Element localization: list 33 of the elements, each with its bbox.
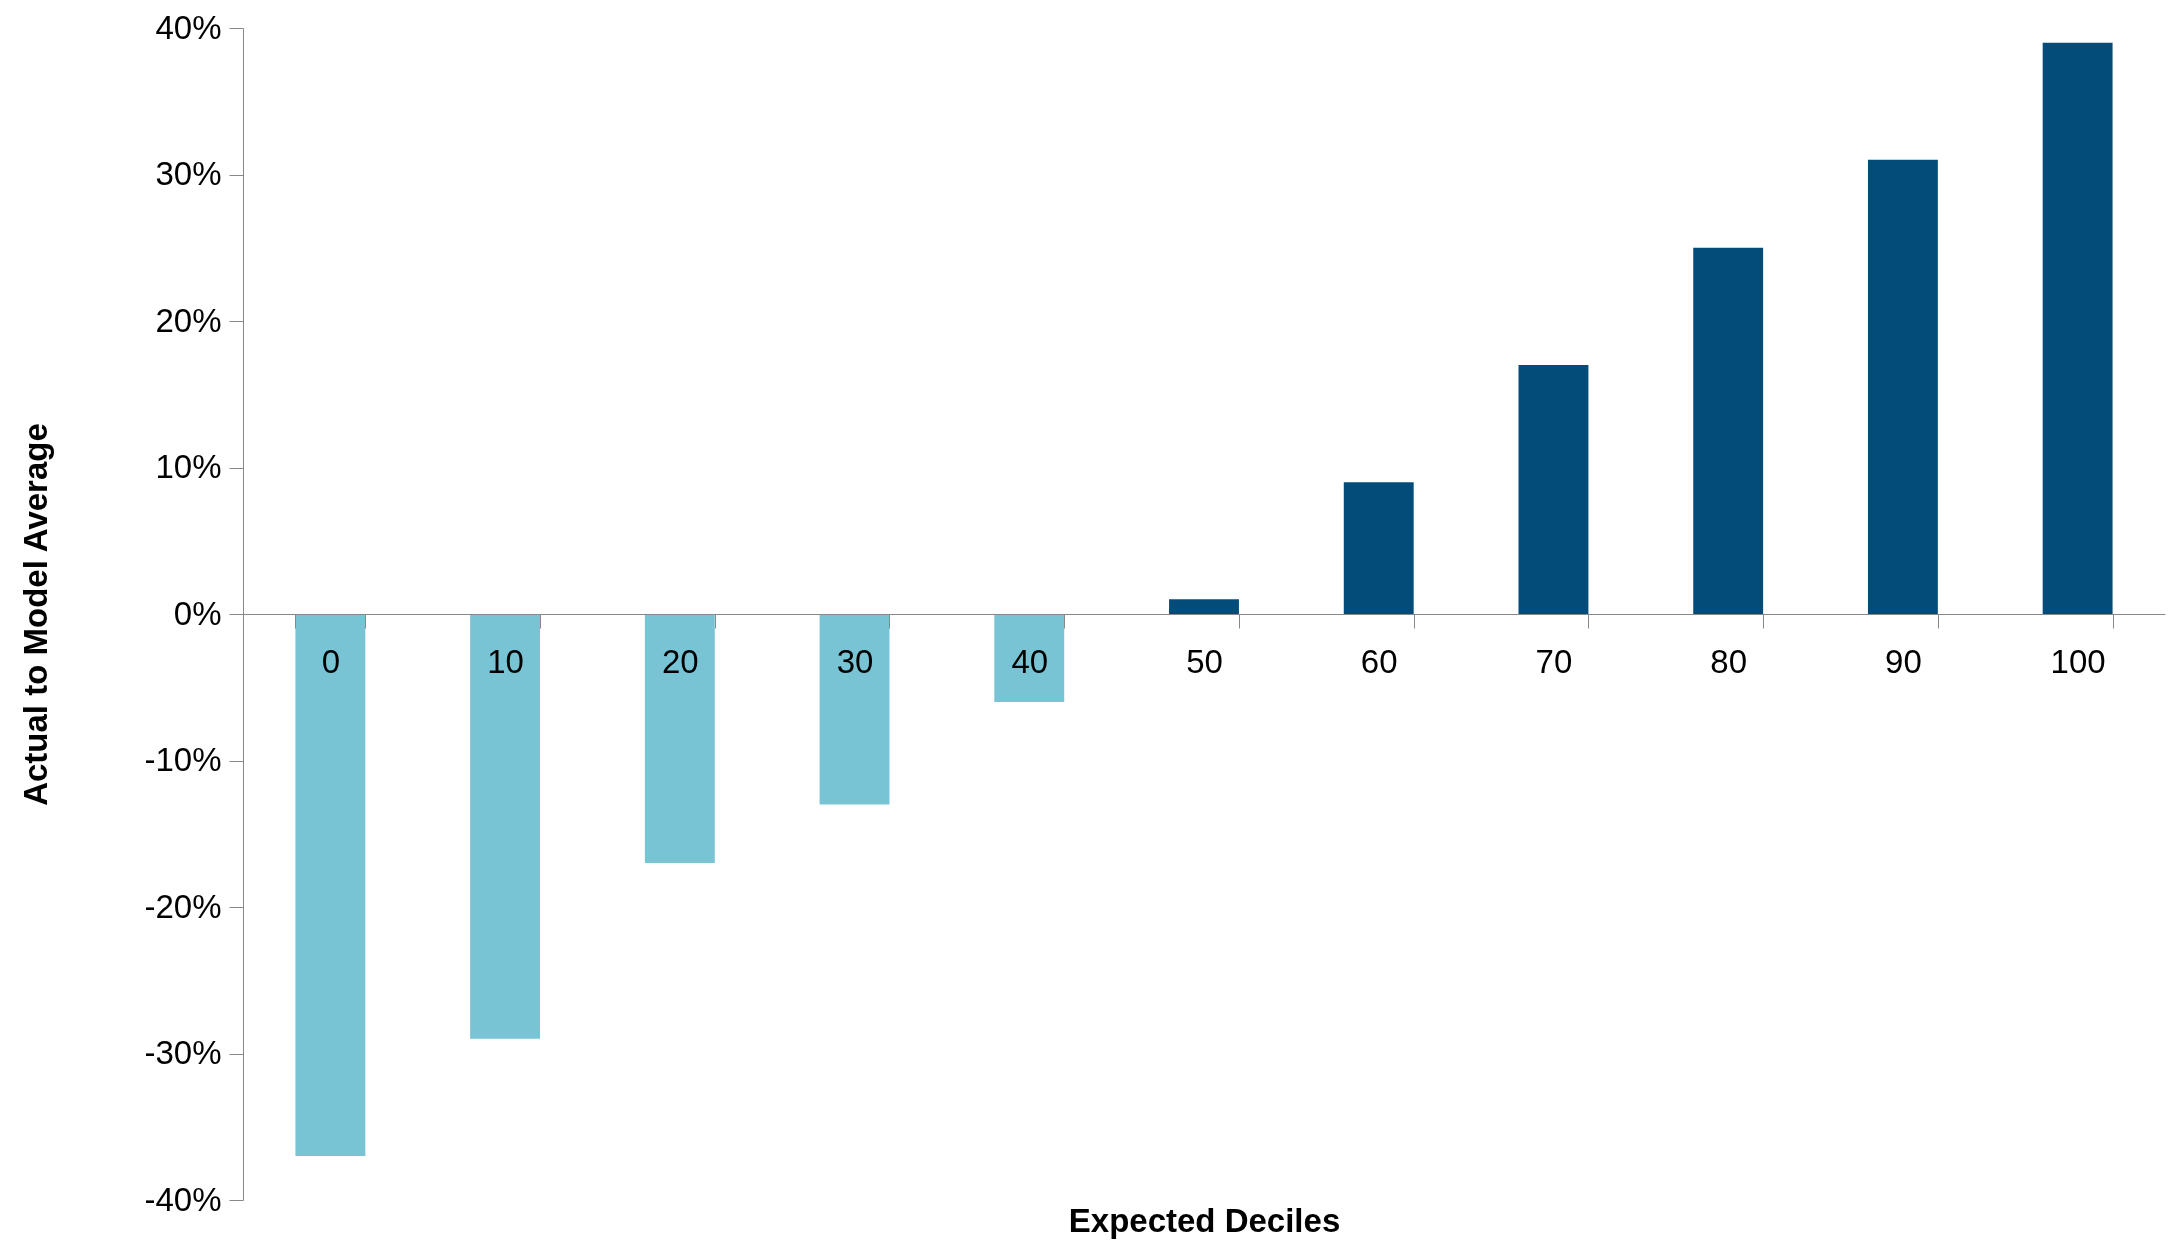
bar [470, 614, 541, 1039]
y-tick-label: -20% [144, 887, 222, 925]
bar [295, 614, 366, 1157]
x-tick-label: 100 [2050, 642, 2106, 680]
bar [819, 614, 890, 805]
bar [1343, 482, 1414, 614]
x-tick-label: 0 [321, 642, 341, 680]
bar [1867, 159, 1938, 614]
x-axis-title: Expected Deciles [1068, 1201, 1341, 1239]
bar [1693, 247, 1764, 614]
y-tick-label: 10% [155, 448, 222, 485]
bar [1518, 364, 1589, 614]
bar [644, 614, 715, 864]
x-tick-label: 20 [661, 642, 699, 680]
y-tick-label: 0% [173, 594, 222, 632]
bar [1169, 599, 1239, 614]
y-tick-label: -30% [144, 1034, 222, 1071]
y-axis-title: Actual to Model Average [17, 423, 55, 806]
x-tick-label: 60 [1360, 642, 1398, 680]
x-tick-label: 30 [836, 642, 874, 680]
x-tick-label: 10 [487, 642, 524, 680]
x-tick-label: 50 [1186, 642, 1223, 680]
x-tick-label: 80 [1710, 642, 1748, 680]
y-tick-label: 40% [155, 8, 222, 46]
y-tick-label: 30% [155, 155, 222, 192]
y-tick-label: -40% [144, 1180, 222, 1218]
y-tick-label: -10% [144, 741, 222, 778]
x-tick-label: 40 [1011, 642, 1049, 680]
y-tick-label: 20% [155, 301, 222, 339]
x-tick-label: 70 [1535, 642, 1573, 680]
bar [2042, 42, 2113, 614]
bar [994, 614, 1065, 702]
x-tick-label: 90 [1885, 642, 1922, 680]
